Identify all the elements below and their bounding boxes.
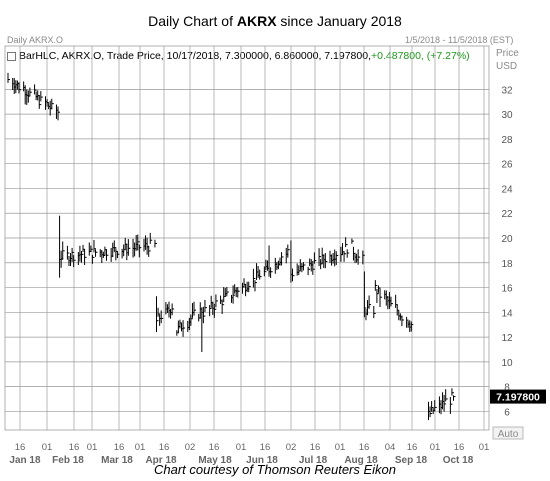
x-month-label: Jun 18 — [246, 455, 278, 466]
y-tick-label: 32 — [501, 85, 513, 96]
x-month-label: Sep 18 — [395, 455, 428, 466]
title-prefix: Daily Chart of — [148, 13, 237, 29]
x-tick-label: 01 — [430, 442, 441, 453]
info-line-change: +0.487800, (+7.27%) — [371, 50, 470, 62]
x-tick-label: 01 — [479, 442, 490, 453]
x-tick-label: 16 — [114, 442, 125, 453]
y-tick-label: 10 — [501, 358, 513, 369]
x-tick-label: 02 — [185, 442, 196, 453]
title-ticker: AKRX — [236, 13, 277, 29]
x-tick-label: 16 — [159, 442, 170, 453]
y-tick-label: 30 — [501, 110, 513, 121]
x-month-label: Jan 18 — [9, 455, 41, 466]
y-tick-label: 20 — [501, 234, 513, 245]
axis-title-usd: USD — [496, 61, 518, 72]
x-month-label: Feb 18 — [52, 455, 84, 466]
x-month-label: Oct 18 — [443, 455, 474, 466]
y-tick-label: 14 — [501, 308, 513, 319]
legend-box-icon — [7, 51, 16, 61]
x-tick-label: 02 — [286, 442, 297, 453]
auto-scale-button[interactable] — [492, 426, 524, 440]
axis-title-price: Price — [496, 48, 519, 59]
auto-scale-label: Auto — [498, 429, 519, 440]
y-tick-label: 24 — [501, 184, 513, 195]
x-tick-label: 01 — [335, 442, 346, 453]
y-tick-label: 28 — [501, 135, 513, 146]
y-tick-label: 26 — [501, 160, 513, 171]
last-price-label: 7.197800 — [496, 392, 540, 404]
y-tick-label: 22 — [501, 209, 513, 220]
info-line: BarHLC, AKRX.O, Trade Price, 10/17/2018,… — [7, 50, 470, 62]
x-month-label: Apr 18 — [145, 455, 177, 466]
x-tick-label: 16 — [69, 442, 80, 453]
y-tick-label: 8 — [504, 383, 510, 394]
x-month-label: Jul 18 — [299, 455, 328, 466]
date-range-label: 1/5/2018 - 11/5/2018 (EST) — [405, 35, 514, 45]
x-month-label: Mar 18 — [101, 455, 133, 466]
title-suffix: since January 2018 — [276, 13, 402, 29]
info-line-prefix: BarHLC, AKRX.O, Trade Price, 10/17/2018,… — [19, 50, 371, 62]
last-price-tag — [490, 389, 546, 404]
y-tick-label: 6 — [504, 407, 510, 418]
chart-name-label: Daily AKRX.O — [7, 35, 64, 45]
x-tick-label: 01 — [135, 442, 146, 453]
x-tick-label: 01 — [42, 442, 53, 453]
x-tick-label: 16 — [260, 442, 271, 453]
x-tick-label: 04 — [385, 442, 396, 453]
x-month-label: Aug 18 — [344, 455, 378, 466]
x-tick-label: 01 — [236, 442, 247, 453]
y-tick-label: 16 — [501, 284, 513, 295]
x-tick-label: 16 — [454, 442, 465, 453]
x-tick-label: 16 — [359, 442, 370, 453]
x-tick-label: 16 — [15, 442, 26, 453]
y-tick-label: 18 — [501, 259, 513, 270]
x-tick-label: 16 — [209, 442, 220, 453]
x-tick-label: 16 — [407, 442, 418, 453]
chart-caption: Chart courtesy of Thomson Reuters Eikon — [153, 462, 397, 477]
x-tick-label: 01 — [87, 442, 98, 453]
x-month-label: May 18 — [198, 455, 232, 466]
x-tick-label: 16 — [310, 442, 321, 453]
y-tick-label: 12 — [501, 333, 513, 344]
chart-title: Daily Chart of AKRX since January 2018 — [0, 13, 550, 29]
